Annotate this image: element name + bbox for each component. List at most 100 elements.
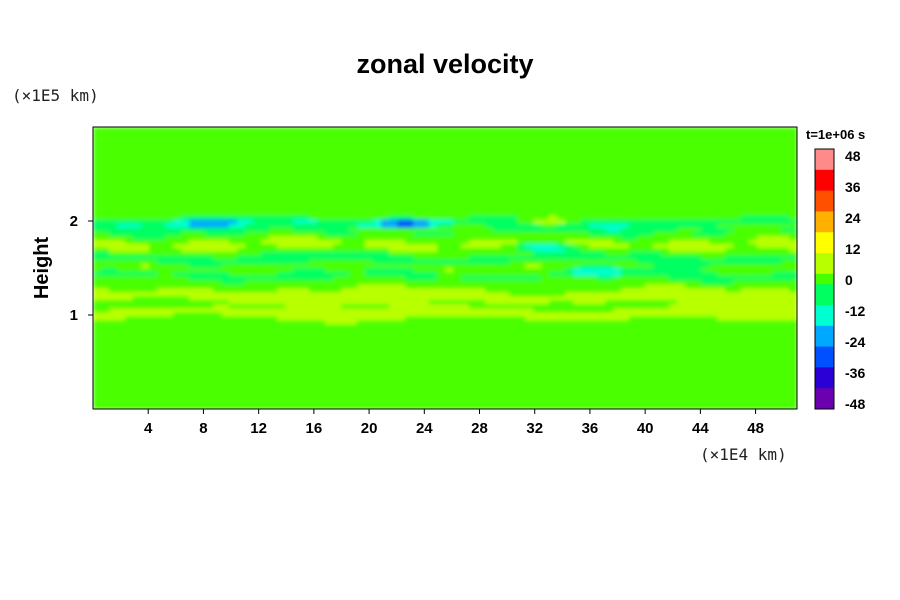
field-cell bbox=[253, 235, 262, 241]
field-cell bbox=[669, 227, 678, 233]
field-cell bbox=[229, 151, 238, 156]
field-cell bbox=[189, 183, 198, 189]
field-cell bbox=[629, 312, 638, 317]
field-cell bbox=[445, 127, 454, 132]
field-cell bbox=[365, 127, 374, 132]
field-cell bbox=[157, 131, 166, 136]
field-cell bbox=[429, 147, 438, 152]
field-cell bbox=[261, 231, 270, 237]
field-cell bbox=[717, 288, 726, 293]
field-cell bbox=[453, 312, 462, 317]
field-cell bbox=[301, 247, 310, 253]
field-cell bbox=[741, 268, 750, 273]
field-cell bbox=[101, 235, 110, 241]
field-cell bbox=[773, 207, 782, 213]
field-cell bbox=[149, 292, 158, 297]
field-cell bbox=[397, 231, 406, 237]
field-cell bbox=[325, 135, 334, 140]
field-cell bbox=[333, 223, 342, 229]
field-cell bbox=[637, 127, 646, 132]
field-cell bbox=[133, 171, 142, 176]
field-cell bbox=[117, 147, 126, 152]
field-cell bbox=[405, 332, 414, 338]
field-cell bbox=[661, 259, 670, 265]
field-cell bbox=[413, 187, 422, 193]
field-cell bbox=[93, 147, 102, 152]
field-cell bbox=[581, 300, 590, 305]
field-cell bbox=[381, 332, 390, 338]
field-cell bbox=[373, 247, 382, 253]
field-cell bbox=[93, 195, 102, 201]
field-cell bbox=[477, 131, 486, 136]
field-cell bbox=[709, 183, 718, 189]
field-cell bbox=[141, 296, 150, 301]
field-cell bbox=[205, 183, 214, 189]
field-cell bbox=[125, 284, 134, 289]
field-cell bbox=[565, 131, 574, 136]
field-cell bbox=[221, 259, 230, 265]
field-cell bbox=[709, 139, 718, 144]
field-cell bbox=[357, 308, 366, 313]
field-cell bbox=[669, 300, 678, 305]
field-cell bbox=[125, 155, 134, 160]
field-cell bbox=[573, 268, 582, 273]
field-cell bbox=[701, 284, 710, 289]
field-cell bbox=[365, 235, 374, 241]
field-cell bbox=[493, 288, 502, 293]
field-cell bbox=[245, 131, 254, 136]
field-cell bbox=[405, 167, 414, 172]
field-cell bbox=[749, 304, 758, 309]
field-cell bbox=[317, 280, 326, 285]
field-cell bbox=[477, 272, 486, 277]
field-cell bbox=[661, 175, 670, 180]
field-cell bbox=[269, 296, 278, 301]
field-cell bbox=[237, 328, 246, 334]
field-cell bbox=[469, 239, 478, 245]
field-cell bbox=[645, 139, 654, 144]
field-cell bbox=[621, 235, 630, 241]
field-cell bbox=[701, 300, 710, 305]
field-cell bbox=[485, 135, 494, 140]
field-cell bbox=[157, 288, 166, 293]
field-cell bbox=[645, 219, 654, 225]
field-cell bbox=[269, 280, 278, 285]
field-cell bbox=[669, 296, 678, 301]
field-cell bbox=[437, 139, 446, 144]
field-cell bbox=[181, 288, 190, 293]
field-cell bbox=[205, 304, 214, 309]
field-cell bbox=[325, 163, 334, 168]
field-cell bbox=[453, 276, 462, 281]
field-cell bbox=[325, 292, 334, 297]
field-cell bbox=[213, 288, 222, 293]
field-cell bbox=[277, 203, 286, 209]
field-cell bbox=[189, 139, 198, 144]
field-cell bbox=[285, 151, 294, 156]
field-cell bbox=[589, 211, 598, 217]
field-cell bbox=[405, 171, 414, 176]
field-cell bbox=[741, 340, 750, 346]
field-cell bbox=[173, 139, 182, 144]
field-cell bbox=[229, 207, 238, 213]
field-cell bbox=[661, 235, 670, 241]
field-cell bbox=[589, 239, 598, 245]
field-cell bbox=[173, 288, 182, 293]
field-cell bbox=[133, 259, 142, 265]
field-cell bbox=[189, 292, 198, 297]
field-cell bbox=[789, 300, 797, 305]
field-cell bbox=[269, 263, 278, 269]
field-cell bbox=[253, 284, 262, 289]
field-cell bbox=[205, 199, 214, 205]
field-cell bbox=[141, 336, 150, 342]
field-cell bbox=[397, 300, 406, 305]
field-cell bbox=[333, 284, 342, 289]
field-cell bbox=[301, 251, 310, 257]
field-cell bbox=[589, 147, 598, 152]
field-cell bbox=[589, 316, 598, 321]
field-cell bbox=[413, 284, 422, 289]
field-cell bbox=[309, 143, 318, 148]
field-cell bbox=[669, 235, 678, 241]
field-cell bbox=[445, 139, 454, 144]
field-cell bbox=[325, 300, 334, 305]
field-cell bbox=[741, 135, 750, 140]
field-cell bbox=[781, 211, 790, 217]
